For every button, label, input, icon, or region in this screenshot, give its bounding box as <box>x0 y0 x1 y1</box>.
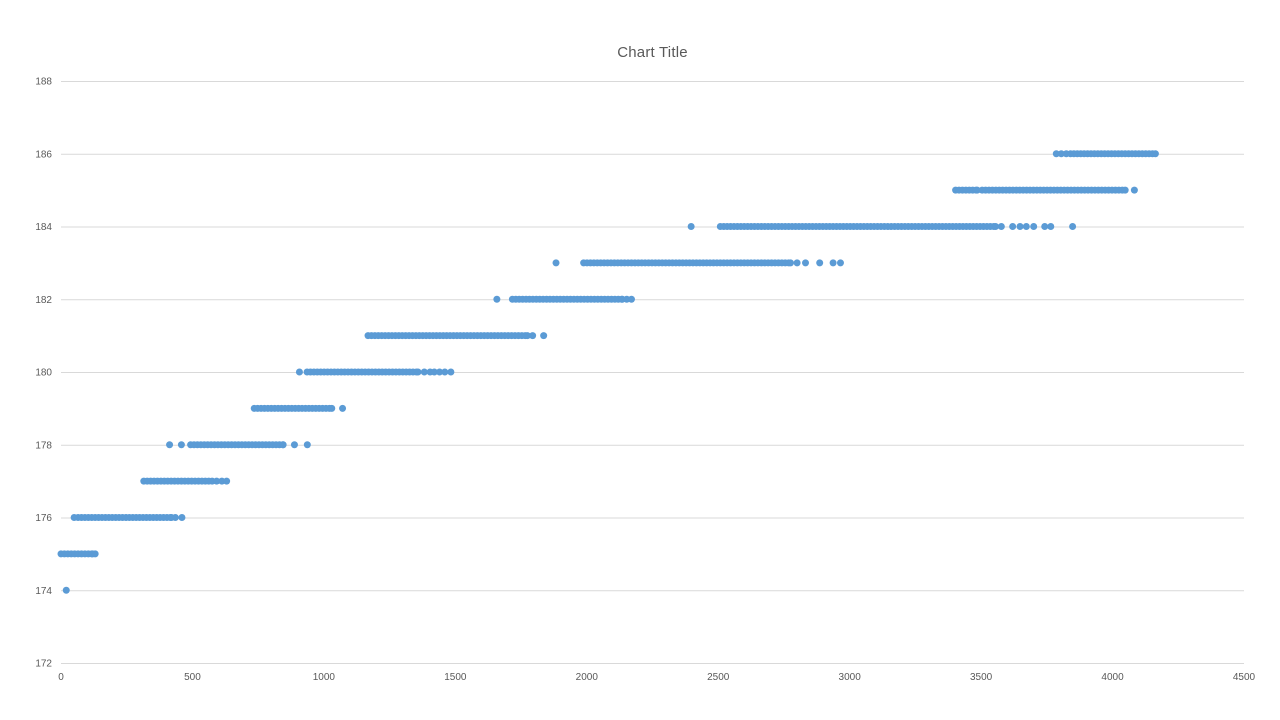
y-axis-tick-label: 184 <box>35 222 52 233</box>
data-point[interactable] <box>1030 223 1038 230</box>
data-point[interactable] <box>1047 223 1055 230</box>
data-point[interactable] <box>70 514 78 521</box>
data-point[interactable] <box>1041 223 1049 230</box>
x-axis-tick-label: 3500 <box>970 672 993 683</box>
y-axis-tick-label: 180 <box>35 368 52 379</box>
data-point[interactable] <box>178 514 186 521</box>
data-point[interactable] <box>1069 223 1077 230</box>
data-point[interactable] <box>973 186 981 194</box>
data-point[interactable] <box>836 259 844 267</box>
data-point[interactable] <box>328 404 336 412</box>
data-point[interactable] <box>992 223 1000 230</box>
data-point[interactable] <box>802 259 810 267</box>
y-axis-tick-label: 176 <box>35 513 52 524</box>
data-point[interactable] <box>339 404 347 412</box>
data-point[interactable] <box>540 332 548 340</box>
data-point[interactable] <box>171 514 179 521</box>
data-point[interactable] <box>1016 223 1024 230</box>
data-point[interactable] <box>177 441 185 449</box>
data-point[interactable] <box>290 441 298 449</box>
x-axis-tick-label: 1000 <box>313 672 336 683</box>
data-point[interactable] <box>627 295 635 303</box>
data-point[interactable] <box>1151 150 1159 158</box>
data-point[interactable] <box>493 295 501 303</box>
y-axis-tick-label: 182 <box>35 295 52 306</box>
x-axis-tick-label: 1500 <box>444 672 467 683</box>
data-point[interactable] <box>91 550 99 558</box>
data-point[interactable] <box>1009 223 1017 230</box>
data-point[interactable] <box>213 477 221 485</box>
data-point[interactable] <box>552 259 560 267</box>
x-axis-tick-label: 0 <box>58 672 64 683</box>
y-axis-tick-label: 186 <box>35 149 52 160</box>
y-axis-tick-label: 172 <box>35 659 52 670</box>
chart-title: Chart Title <box>617 44 688 61</box>
data-point[interactable] <box>997 223 1005 230</box>
x-axis-tick-label: 3000 <box>839 672 862 683</box>
data-point[interactable] <box>687 223 695 230</box>
data-point[interactable] <box>1022 223 1030 230</box>
data-point[interactable] <box>303 441 311 449</box>
y-axis-tick-label: 178 <box>35 440 52 451</box>
y-axis-tick-label: 188 <box>35 77 52 88</box>
x-axis-tick-label: 2000 <box>576 672 599 683</box>
data-point[interactable] <box>529 332 537 340</box>
data-point[interactable] <box>279 441 287 449</box>
data-point[interactable] <box>1130 186 1138 194</box>
data-point[interactable] <box>420 368 428 376</box>
data-point[interactable] <box>441 368 449 376</box>
data-point[interactable] <box>816 259 824 267</box>
data-point[interactable] <box>223 477 231 485</box>
x-axis-tick-label: 4500 <box>1233 672 1256 683</box>
data-point[interactable] <box>447 368 455 376</box>
data-point[interactable] <box>829 259 837 267</box>
data-point[interactable] <box>1052 150 1060 158</box>
x-axis-tick-label: 4000 <box>1101 672 1124 683</box>
data-point[interactable] <box>1057 150 1065 158</box>
data-point[interactable] <box>414 368 422 376</box>
data-point[interactable] <box>793 259 801 267</box>
data-point[interactable] <box>523 332 531 340</box>
y-axis-tick-label: 174 <box>35 586 52 597</box>
data-point[interactable] <box>1121 186 1129 194</box>
data-point[interactable] <box>787 259 795 267</box>
data-point[interactable] <box>436 368 444 376</box>
x-axis-tick-label: 500 <box>184 672 201 683</box>
data-point[interactable] <box>295 368 303 376</box>
data-point[interactable] <box>166 441 174 449</box>
data-point[interactable] <box>1062 150 1070 158</box>
data-point[interactable] <box>62 586 70 594</box>
x-axis-tick-label: 2500 <box>707 672 730 683</box>
data-point[interactable] <box>430 368 438 376</box>
